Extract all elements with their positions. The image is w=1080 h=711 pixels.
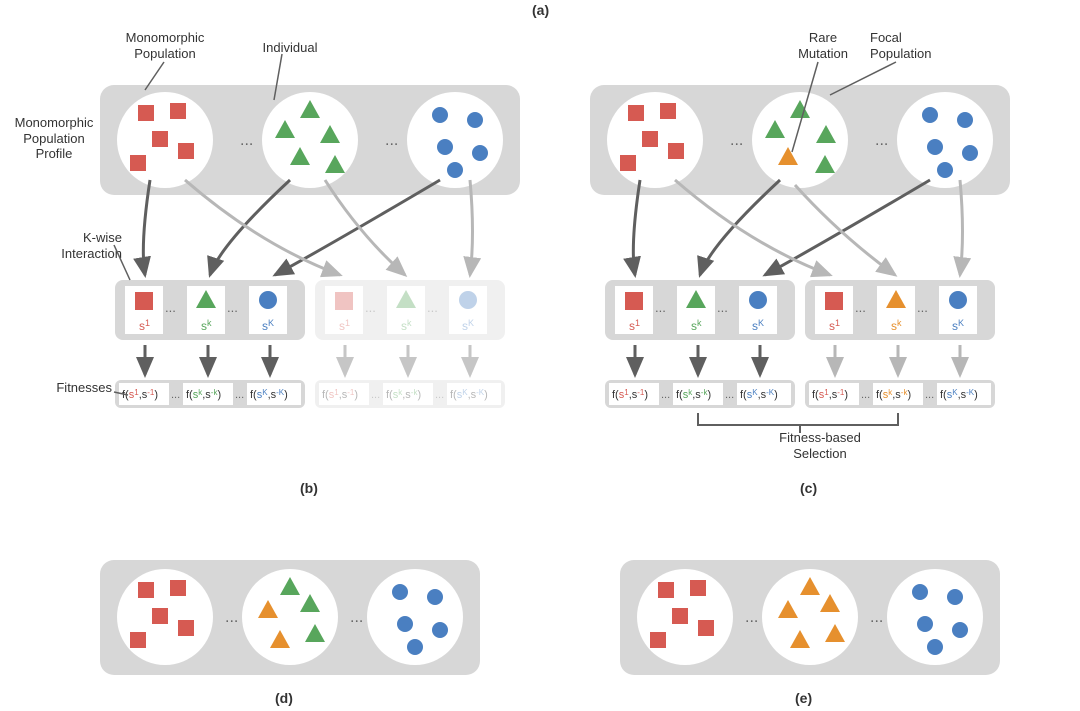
svg-text:...: ... xyxy=(240,132,253,149)
panel-d: ... ... xyxy=(100,560,480,675)
circle-green xyxy=(262,92,358,188)
svg-text:...: ... xyxy=(730,132,743,149)
svg-text:...: ... xyxy=(350,609,363,626)
svg-text:...: ... xyxy=(435,389,444,401)
svg-text:...: ... xyxy=(661,389,670,401)
svg-text:...: ... xyxy=(917,300,928,315)
svg-text:...: ... xyxy=(725,389,734,401)
svg-text:...: ... xyxy=(925,389,934,401)
panel-c: ... ... ... ... s1 sk sK xyxy=(590,85,1010,433)
svg-text:...: ... xyxy=(870,609,883,626)
svg-text:...: ... xyxy=(227,300,238,315)
svg-text:...: ... xyxy=(371,389,380,401)
svg-text:...: ... xyxy=(225,609,238,626)
svg-text:...: ... xyxy=(171,389,180,401)
svg-text:...: ... xyxy=(717,300,728,315)
svg-text:...: ... xyxy=(427,300,438,315)
svg-text:...: ... xyxy=(875,132,888,149)
svg-text:...: ... xyxy=(861,389,870,401)
svg-text:...: ... xyxy=(165,300,176,315)
panel-b: ... ... ... ... s1 sk sK xyxy=(100,85,520,408)
diagram-svg: ... ... ... ... s1 sk sK xyxy=(0,0,1080,711)
svg-text:...: ... xyxy=(385,132,398,149)
panel-e: ... ... xyxy=(620,560,1000,675)
circle-blue xyxy=(407,92,503,188)
svg-text:...: ... xyxy=(855,300,866,315)
circle-red xyxy=(117,92,213,188)
svg-text:...: ... xyxy=(655,300,666,315)
svg-text:...: ... xyxy=(235,389,244,401)
svg-text:...: ... xyxy=(745,609,758,626)
svg-text:...: ... xyxy=(365,300,376,315)
